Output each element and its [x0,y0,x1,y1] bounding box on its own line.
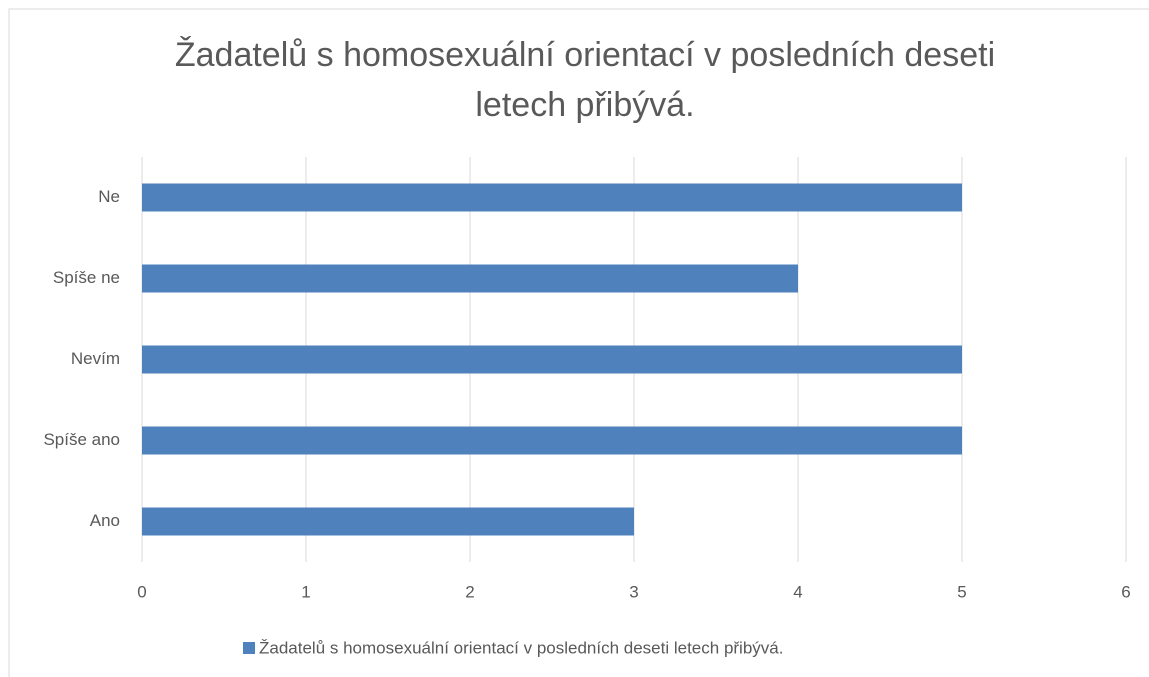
x-tick-label: 3 [629,582,638,601]
chart-border [8,8,1149,677]
chart-title: Žadatelů s homosexuální orientací v posl… [174,36,996,124]
x-tick-label: 0 [137,582,146,601]
y-tick-label: Ano [90,511,120,530]
x-tick-label: 6 [1121,582,1130,601]
y-tick-label: Spíše ne [53,268,120,287]
x-tick-label: 5 [957,582,966,601]
bar [142,345,962,374]
bar [142,426,962,455]
bar [142,507,634,536]
x-tick-label: 2 [465,582,474,601]
legend-label: Žadatelů s homosexuální orientací v posl… [259,638,783,657]
y-tick-label: Nevím [71,349,120,368]
bar [142,183,962,212]
x-tick-label: 1 [301,582,310,601]
y-tick-label: Ne [98,187,120,206]
y-tick-label: Spíše ano [43,430,120,449]
x-tick-label: 4 [793,582,802,601]
legend-swatch [243,642,255,654]
bar [142,264,798,293]
